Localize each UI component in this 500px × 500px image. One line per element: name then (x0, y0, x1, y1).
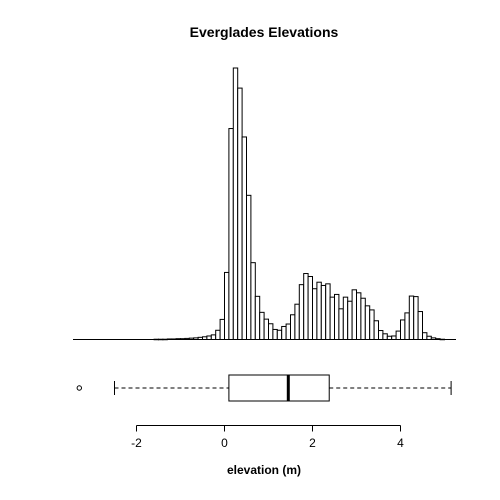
histogram-bar (263, 318, 270, 341)
histogram-bar (404, 312, 410, 341)
histogram-bars (153, 67, 446, 341)
histogram-bar (290, 314, 296, 341)
histogram-bar (342, 296, 349, 340)
histogram-bar (232, 67, 239, 340)
histogram-bar (272, 328, 278, 341)
x-tick-label: -2 (131, 436, 142, 450)
histogram-bar (312, 288, 318, 341)
histogram-bar (360, 297, 366, 341)
x-axis: -2 0 2 4 (131, 425, 404, 450)
histogram-bar (338, 308, 344, 341)
histogram-bar (259, 311, 265, 341)
histogram-bar (210, 334, 217, 341)
x-tick-label: 4 (397, 436, 404, 450)
histogram-bar (351, 289, 358, 341)
histogram-bar (228, 128, 234, 340)
histogram-bar (413, 296, 419, 341)
x-tick-label: 2 (309, 436, 316, 450)
histogram-bar (285, 323, 292, 340)
histogram-bar (395, 330, 402, 340)
histogram-bar (382, 333, 388, 340)
histogram-bar (281, 325, 287, 341)
boxplot-outlier (76, 385, 83, 391)
histogram-bar (334, 293, 340, 340)
histogram-bar (298, 284, 305, 341)
boxplot-box (228, 374, 330, 402)
histogram-bar (347, 300, 353, 340)
histogram-bar (391, 335, 397, 341)
histogram-bar (250, 262, 256, 341)
histogram-bar (422, 332, 428, 340)
histogram-bar (237, 87, 243, 340)
chart-title: Everglades Elevations (190, 24, 339, 40)
histogram-bar (408, 295, 415, 340)
histogram-bar (241, 136, 248, 340)
histogram-bar (373, 320, 380, 340)
histogram-bar (224, 271, 230, 340)
histogram-bar (325, 283, 331, 340)
histogram-bar (320, 284, 327, 340)
histogram-bar (215, 329, 221, 340)
histogram-bar (400, 319, 406, 341)
histogram-bar (254, 295, 261, 340)
histogram-bar (417, 311, 424, 341)
histogram-bar (364, 305, 371, 340)
histogram-bar (276, 329, 283, 340)
histogram-bar (316, 281, 322, 340)
histogram-bar (356, 292, 362, 340)
histogram-bar (219, 318, 226, 341)
histogram-bar (307, 276, 314, 341)
histogram-bar (329, 296, 336, 340)
histogram-bar (206, 335, 212, 341)
histogram-bar (378, 330, 384, 341)
x-axis-label: elevation (m) (227, 463, 301, 477)
histogram-bar (268, 323, 274, 340)
histogram-bar (294, 303, 300, 341)
histogram-bar (369, 309, 375, 341)
boxplot (76, 374, 452, 402)
histogram-bar (303, 273, 309, 340)
x-tick-label: 0 (221, 436, 228, 450)
histogram-bar (246, 194, 252, 340)
